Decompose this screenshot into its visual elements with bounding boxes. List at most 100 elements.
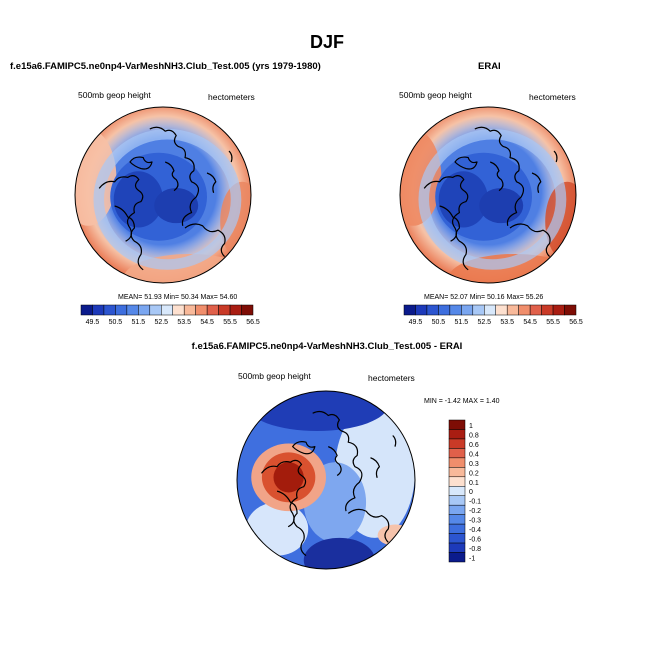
map-2-coastline — [439, 205, 469, 271]
map-1-field — [75, 107, 251, 283]
panel-2-title: ERAI — [478, 61, 501, 72]
colorbar-1-box — [183, 304, 196, 316]
colorbar-1-box — [80, 304, 93, 316]
colorbar-3-tick-label: -0.8 — [469, 546, 481, 553]
colorbar-3-tick-label: 0.3 — [469, 461, 479, 468]
colorbar-3-tick-label: -1 — [469, 556, 475, 563]
panel-3-units-label: hectometers — [368, 373, 415, 383]
map-2-coastline — [474, 126, 525, 226]
map-3-coastline — [370, 457, 380, 478]
colorbar-3-tick-label: 0 — [469, 489, 473, 496]
colorbar-1-tick-label: 53.5 — [177, 319, 191, 326]
map-1-ring — [93, 128, 242, 270]
colorbar-2-box — [552, 304, 565, 316]
colorbar-3-tick-label: 0.1 — [469, 480, 479, 487]
map-2-border — [399, 106, 577, 284]
panel-3-field-label: 500mb geop height — [238, 371, 311, 381]
map-3-coastline — [328, 446, 342, 477]
colorbar-2-box — [506, 304, 519, 316]
colorbar-2-box — [426, 304, 439, 316]
panel-2-field-label: 500mb geop height — [399, 90, 472, 100]
colorbar-1-tick-label: 54.5 — [200, 319, 214, 326]
map-3-neutral-south — [245, 502, 309, 556]
map-1-coastline — [98, 175, 144, 242]
colorbar-3-tick-label: 0.2 — [469, 470, 479, 477]
colorbar-3-box — [448, 476, 466, 487]
colorbar-3-box — [448, 457, 466, 468]
panel-1-units-label: hectometers — [208, 92, 255, 102]
panel-1-field-label: 500mb geop height — [78, 90, 151, 100]
map-1-coastline — [149, 126, 200, 226]
colorbar-2-box — [415, 304, 428, 316]
colorbar-2-tick-label: 51.5 — [455, 319, 469, 326]
colorbar-1-box — [241, 304, 254, 316]
colorbar-3-tick-label: -0.6 — [469, 537, 481, 544]
map-1-coastline — [206, 172, 217, 193]
colorbar-1-tick-label: 50.5 — [109, 319, 123, 326]
map-1-border — [74, 106, 252, 284]
map-1-coastline — [164, 161, 179, 192]
figure-title: DJF — [309, 32, 344, 52]
colorbar-3-box — [448, 467, 466, 478]
map-3-coastline — [347, 508, 390, 543]
colorbar-1-box — [172, 304, 185, 316]
colorbar-2-box — [529, 304, 542, 316]
colorbar-2-tick-label: 49.5 — [409, 319, 423, 326]
map-3-coastline — [260, 459, 307, 528]
colorbar-3-box — [448, 514, 466, 525]
map-3-coastline — [392, 435, 397, 447]
map-2-coastline — [553, 150, 558, 163]
colorbar-3-tick-label: 0.8 — [469, 432, 479, 439]
colorbar-1-box — [161, 304, 173, 316]
colorbar-2-box — [518, 304, 531, 316]
colorbar-2-box — [461, 304, 474, 316]
colorbar-2-tick-label: 56.5 — [569, 319, 583, 326]
colorbar-3-box — [448, 523, 466, 534]
colorbar-1-tick-label: 52.5 — [154, 319, 168, 326]
colorbar-1-box — [149, 304, 162, 316]
panel-3-stats: MIN = -1.42 MAX = 1.40 — [424, 398, 500, 405]
colorbar-2-tick-label: 53.5 — [500, 319, 514, 326]
map-2-coastline — [531, 172, 542, 193]
map-1-coastline — [129, 156, 153, 170]
map-3-coastline — [276, 490, 307, 557]
colorbar-3-box — [448, 419, 466, 430]
panel-1-title: f.e15a6.FAMIPC5.ne0np4-VarMeshNH3.Club_T… — [10, 61, 321, 72]
colorbar-3-tick-label: 0.4 — [469, 451, 479, 458]
colorbar-2-tick-label: 55.5 — [546, 319, 560, 326]
colorbar-2-tick-label: 54.5 — [523, 319, 537, 326]
colorbar-3-box — [448, 533, 466, 544]
map-3-field — [237, 391, 415, 569]
colorbar-3-box — [448, 486, 466, 496]
colorbar-3-tick-label: -0.1 — [469, 499, 481, 506]
map-2-field — [400, 107, 576, 283]
map-3-border — [236, 390, 416, 570]
map-3-coastline — [312, 410, 363, 512]
colorbar-1-tick-label: 55.5 — [223, 319, 237, 326]
colorbar-3-box — [448, 504, 466, 515]
panel-2-stats: MEAN= 52.07 Min= 50.16 Max= 55.26 — [424, 294, 544, 301]
panel-2-units-label: hectometers — [529, 92, 576, 102]
panel-1-stats: MEAN= 51.93 Min= 50.34 Max= 54.60 — [118, 294, 238, 301]
colorbar-1-box — [126, 304, 139, 316]
colorbar-1-box — [206, 304, 219, 316]
colorbar-2-box — [495, 304, 508, 316]
colorbar-1-box — [92, 304, 105, 316]
colorbar-2-box — [541, 304, 554, 316]
colorbar-1-box — [103, 304, 116, 316]
colorbar-1-box — [218, 304, 231, 316]
colorbar-1-tick-label: 56.5 — [246, 319, 260, 326]
map-3-cold-south — [303, 537, 375, 569]
colorbar-1-tick-label: 51.5 — [132, 319, 146, 326]
colorbar-3-box — [448, 448, 466, 459]
map-2-cold-core-east — [479, 187, 524, 224]
colorbar-2-box — [403, 304, 416, 316]
colorbar-3-box — [448, 542, 466, 553]
colorbar-1-box — [229, 304, 242, 316]
map-2-coastline — [509, 223, 551, 258]
map-1-coastline — [114, 205, 144, 271]
map-1-coastline — [228, 150, 233, 163]
map-1-cold-core-east — [154, 187, 199, 224]
